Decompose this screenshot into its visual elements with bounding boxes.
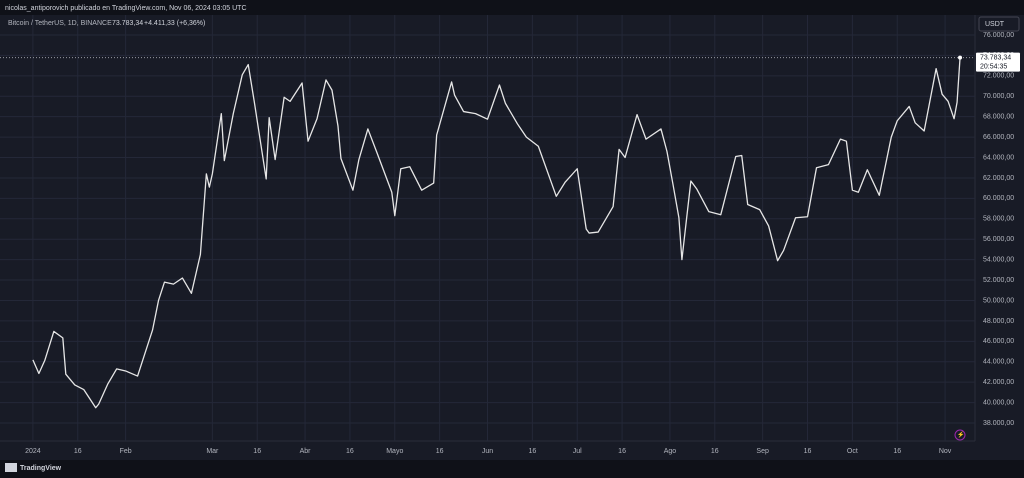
y-tick-label: 42.000,00 — [983, 379, 1014, 386]
y-tick-label: 68.000,00 — [983, 114, 1014, 121]
last-price-box — [976, 52, 1020, 72]
x-tick-label: Jul — [573, 448, 582, 455]
x-tick-label: Oct — [847, 448, 858, 455]
legend-change: +4.411,33 (+6,36%) — [144, 20, 205, 27]
price-line — [32, 57, 961, 409]
y-tick-label: 44.000,00 — [983, 359, 1014, 366]
y-tick-label: 38.000,00 — [983, 420, 1014, 427]
byline: nicolas_antiporovich publicado en Tradin… — [5, 5, 247, 12]
currency-box[interactable] — [978, 16, 1020, 32]
x-tick-label: Nov — [939, 448, 952, 455]
alert-glyph: ⚡ — [957, 431, 964, 439]
x-tick-label: 16 — [253, 448, 261, 455]
y-tick-label: 66.000,00 — [983, 134, 1014, 141]
legend-price: 73.783,34 — [112, 20, 143, 27]
x-tick-label: Sep — [756, 448, 769, 455]
x-tick-label: Mar — [206, 448, 219, 455]
x-tick-label: 16 — [346, 448, 354, 455]
x-tick-label: 16 — [711, 448, 719, 455]
grid — [0, 15, 975, 441]
x-tick-label: 16 — [893, 448, 901, 455]
y-tick-label: 56.000,00 — [983, 236, 1014, 243]
last-point — [958, 55, 963, 60]
x-tick-label: 2024 — [25, 448, 41, 455]
last-price-label: 73.783,34 — [980, 54, 1011, 61]
x-tick-label: 16 — [74, 448, 82, 455]
alert-icon[interactable] — [954, 429, 966, 441]
y-tick-label: 60.000,00 — [983, 195, 1014, 202]
y-tick-label: 70.000,00 — [983, 93, 1014, 100]
x-tick-label: 16 — [804, 448, 812, 455]
chart-panel — [0, 15, 1024, 460]
x-tick-label: Jun — [482, 448, 493, 455]
x-tick-label: Mayo — [386, 448, 403, 455]
y-tick-label: 46.000,00 — [983, 338, 1014, 345]
chart-title: Bitcoin / TetherUS, 1D, BINANCE — [8, 20, 112, 27]
x-tick-label: Abr — [300, 448, 312, 455]
y-tick-label: 64.000,00 — [983, 154, 1014, 161]
y-tick-label: 72.000,00 — [983, 73, 1014, 80]
x-tick-label: Ago — [664, 448, 677, 455]
y-tick-label: 58.000,00 — [983, 216, 1014, 223]
currency[interactable]: USDT — [985, 21, 1005, 28]
y-tick-label: 54.000,00 — [983, 256, 1014, 263]
x-tick-label: 16 — [528, 448, 536, 455]
y-tick-label: 52.000,00 — [983, 277, 1014, 284]
y-tick-label: 50.000,00 — [983, 297, 1014, 304]
y-tick-label: 76.000,00 — [983, 32, 1014, 39]
x-tick-label: 16 — [436, 448, 444, 455]
y-tick-label: 48.000,00 — [983, 318, 1014, 325]
x-tick-label: 16 — [618, 448, 626, 455]
y-tick-label: 62.000,00 — [983, 175, 1014, 182]
brand: TradingView — [20, 465, 62, 472]
x-tick-label: Feb — [120, 448, 132, 455]
countdown: 20:54:35 — [980, 63, 1007, 70]
logo — [5, 463, 17, 472]
y-tick-label: 40.000,00 — [983, 399, 1014, 406]
